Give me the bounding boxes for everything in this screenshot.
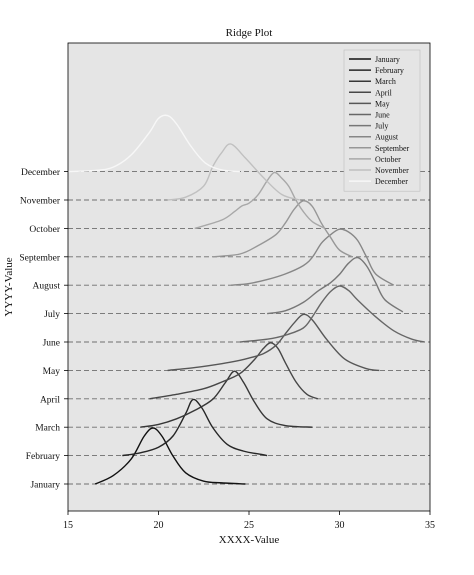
y-tick-label-october: October [29,225,60,235]
legend-label-january: January [375,55,400,64]
legend-label-october: October [375,155,401,164]
chart-title: Ridge Plot [226,27,273,39]
y-tick-label-december: December [21,168,61,178]
y-tick-label-august: August [33,282,61,292]
legend-label-may: May [375,99,390,108]
ridge-line-may [167,313,380,372]
y-tick-label-january: January [30,481,60,491]
legend-label-april: April [375,88,393,97]
y-tick-label-june: June [43,339,60,349]
y-tick-label-july: July [44,310,60,320]
ridge-line-july [266,256,404,315]
ridge-line-february [122,398,268,457]
legend: January February March April May June July Augu… [343,49,421,192]
ridge-line-august [230,228,395,286]
y-tick-label-april: April [40,395,60,405]
y-axis-label: YYYY-Value [3,257,15,316]
x-tick-label: 20 [154,520,164,531]
ridge-line-november [167,143,300,201]
legend-box [343,49,421,192]
x-tick-label: 15 [63,520,73,531]
ridge-line-december [67,114,241,173]
y-tick-label-may: May [43,367,61,377]
ridge-line-june [239,285,425,343]
y-tick-label-november: November [20,197,61,207]
grid-layer [68,171,430,485]
axis-layer: January February March April May June July Augu… [19,168,435,531]
legend-label-june: June [375,111,390,120]
ridge-line-january [94,427,246,485]
y-tick-label-february: February [26,452,61,462]
legend-label-september: September [375,144,410,153]
y-tick-label-march: March [35,424,60,434]
ridge-line-april [149,342,319,400]
legend-label-july: July [375,122,388,131]
legend-label-november: November [375,166,409,175]
ridge-line-march [140,370,313,428]
x-tick-label: 35 [425,520,435,531]
x-axis-label: XXXX-Value [219,534,280,546]
series-layer [67,114,425,485]
legend-label-february: February [375,66,404,75]
legend-label-august: August [375,133,399,142]
x-tick-label: 30 [335,520,345,531]
y-tick-label-september: September [19,253,60,263]
ridge-line-october [194,171,326,230]
legend-label-december: December [375,177,408,186]
legend-label-march: March [375,77,396,86]
x-tick-label: 25 [244,520,254,531]
